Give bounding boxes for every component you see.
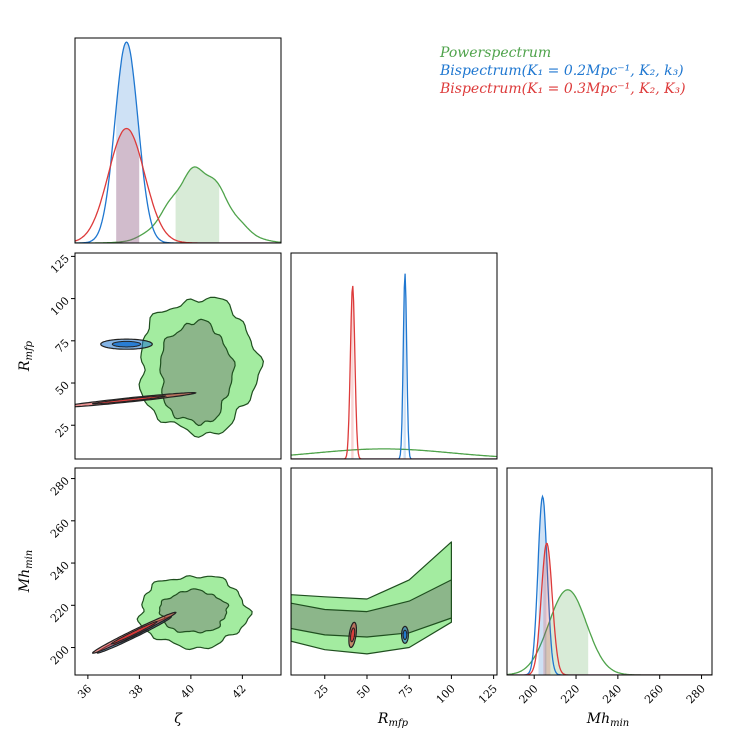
legend: Powerspectrum Bispectrum(K₁ = 0.2Mpc⁻¹, K… (439, 45, 686, 97)
bis1-density-line (75, 41, 281, 243)
bis1-contour-rmfp_mh (401, 625, 410, 644)
power-contour-zeta-rmfp (138, 296, 265, 438)
x-axis-label-rmfp-sub: mfp (388, 718, 408, 729)
y-tick-label: 240 (48, 559, 72, 583)
power-contour-inner (158, 588, 230, 634)
y-tick-label: 260 (48, 517, 72, 541)
x-tick-label: 50 (354, 682, 373, 701)
x-tick-label: 100 (434, 682, 458, 706)
x-axis-label-zeta: ζ (174, 711, 183, 727)
bis1-marginal-zeta (75, 41, 281, 243)
bis2-contour-rmfp_mh (348, 621, 357, 648)
y-tick-label: 100 (48, 294, 72, 318)
bis2-contour-inner (350, 627, 356, 643)
x-tick-label: 125 (476, 682, 500, 706)
bis2-contour-zeta_mh (92, 611, 177, 654)
x-axis-label-mh-sub: min (610, 718, 629, 729)
y-tick-label: 220 (48, 601, 72, 625)
bis1-density-line (507, 494, 712, 675)
bis2-contour-inner (110, 621, 158, 645)
x-tick-label: 220 (558, 682, 582, 706)
bis2-marginal-zeta (75, 127, 281, 243)
x-tick-label: 25 (312, 682, 331, 701)
power-ci-shade (175, 166, 220, 243)
y-tick-label: 280 (48, 474, 72, 498)
x-tick-label: 38 (127, 682, 146, 701)
power-contour-inner (291, 579, 452, 638)
bis1-contour-inner (402, 629, 408, 640)
panel-frame-rr (290, 252, 498, 460)
bis2-density-line (75, 127, 281, 243)
panel-frame-rz (74, 252, 282, 460)
x-tick-label: 200 (517, 682, 541, 706)
density-layer (75, 41, 712, 675)
panel-frame-mm (506, 467, 713, 676)
legend-item-power: Powerspectrum (439, 45, 551, 61)
y-tick-label: 50 (53, 379, 72, 398)
bis1-ci-shade (116, 42, 140, 243)
bis2-ci-shade (116, 128, 140, 243)
bis2-density-line (291, 285, 497, 459)
panel-frame-zz (74, 37, 282, 244)
bis2-ci-shade (543, 543, 551, 675)
panel-frame-mz (74, 467, 282, 676)
x-axis-label-mh-main: Mh (586, 711, 610, 727)
power-ci-shade (544, 589, 589, 675)
power-marginal-mh (507, 589, 712, 675)
x-tick-label: 240 (600, 682, 624, 706)
y-tick-label: 125 (48, 252, 72, 276)
bis1-density-line (291, 273, 497, 459)
y-axis-label-mh-sub: min (24, 550, 35, 569)
bis2-contour-inner (92, 395, 167, 405)
x-tick-label: 40 (178, 682, 197, 701)
power-contour-rmfp-mh (291, 541, 452, 655)
x-tick-label: 42 (230, 682, 249, 701)
x-axis-label-rmfp-main: R (377, 711, 389, 727)
bis2-marginal-mh (507, 542, 712, 675)
y-tick-label: 25 (53, 421, 72, 440)
power-marginal-rmfp (291, 448, 497, 458)
power-density-line (291, 448, 497, 458)
x-tick-label: 36 (75, 682, 94, 701)
y-axis-label-mh: Mhmin (17, 550, 35, 593)
x-axis-label-rmfp: Rmfp (377, 711, 409, 729)
bis2-ci-shade (351, 285, 354, 459)
y-axis-label-rmfp-sub: mfp (24, 340, 35, 360)
x-tick-label: 280 (684, 682, 708, 706)
x-axis-label-mh: Mhmin (586, 711, 629, 729)
y-axis-label-mh-main: Mh (17, 569, 33, 593)
power-density-line (507, 589, 712, 675)
x-tick-label: 260 (642, 682, 666, 706)
contour-layer (75, 296, 452, 655)
power-contour-inner (159, 318, 236, 427)
y-axis-label-rmfp-main: R (17, 360, 33, 372)
legend-item-bis1: Bispectrum(K₁ = 0.2Mpc⁻¹, K₂, k₃) (439, 63, 684, 79)
bis1-marginal-mh (507, 494, 712, 675)
panel-frame-mr (290, 467, 498, 676)
bis2-contour-zeta_rmfp (75, 392, 197, 408)
bis1-marginal-rmfp (291, 273, 497, 459)
y-tick-label: 75 (53, 337, 72, 356)
power-contour-zeta-mh (136, 575, 253, 651)
legend-item-bis2: Bispectrum(K₁ = 0.3Mpc⁻¹, K₂, K₃) (439, 81, 686, 97)
x-tick-label: 75 (396, 682, 415, 701)
y-tick-label: 200 (48, 643, 72, 667)
bis2-marginal-rmfp (291, 285, 497, 459)
bis1-contour-inner (111, 340, 142, 348)
y-axis-label-rmfp: Rmfp (17, 340, 35, 372)
bis1-contour-zeta_rmfp (100, 338, 153, 350)
x-axis-label-zeta-main: ζ (174, 711, 183, 727)
bis2-density-line (507, 542, 712, 675)
